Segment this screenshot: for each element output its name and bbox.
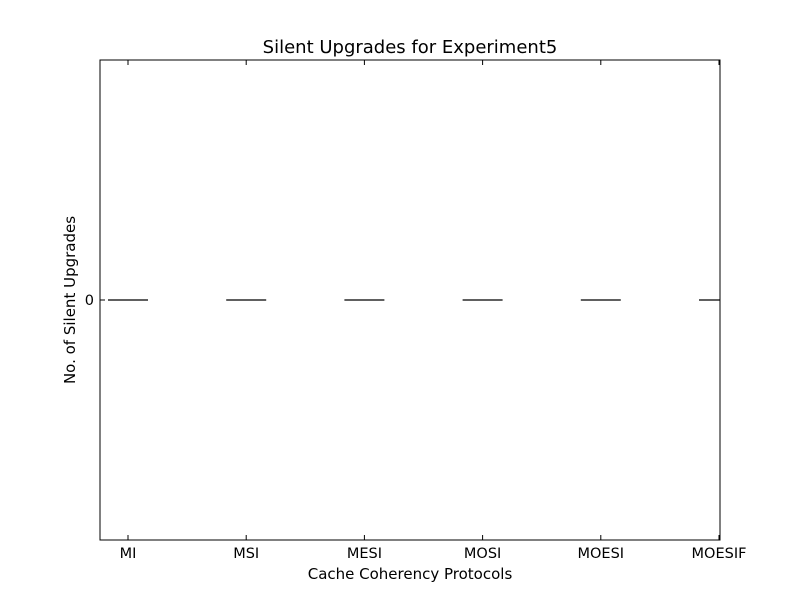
x-tick-label: MSI	[233, 546, 259, 562]
x-axis-label: Cache Coherency Protocols	[308, 565, 513, 583]
x-tick-label: MOESI	[578, 546, 625, 562]
y-axis-ticks: 0	[85, 293, 720, 309]
x-tick-label: MOSI	[464, 546, 501, 562]
plot-frame	[99, 59, 721, 541]
x-tick-label: MI	[120, 546, 137, 562]
chart-title: Silent Upgrades for Experiment5	[263, 37, 558, 58]
x-tick-label: MESI	[347, 546, 382, 562]
x-tick-label: MOESIF	[692, 546, 747, 562]
y-axis-label: No. of Silent Upgrades	[61, 216, 79, 384]
x-axis-ticks: MI MSI MESI MOSI MOESI MOESIF	[120, 60, 747, 562]
y-tick-label: 0	[85, 293, 94, 309]
